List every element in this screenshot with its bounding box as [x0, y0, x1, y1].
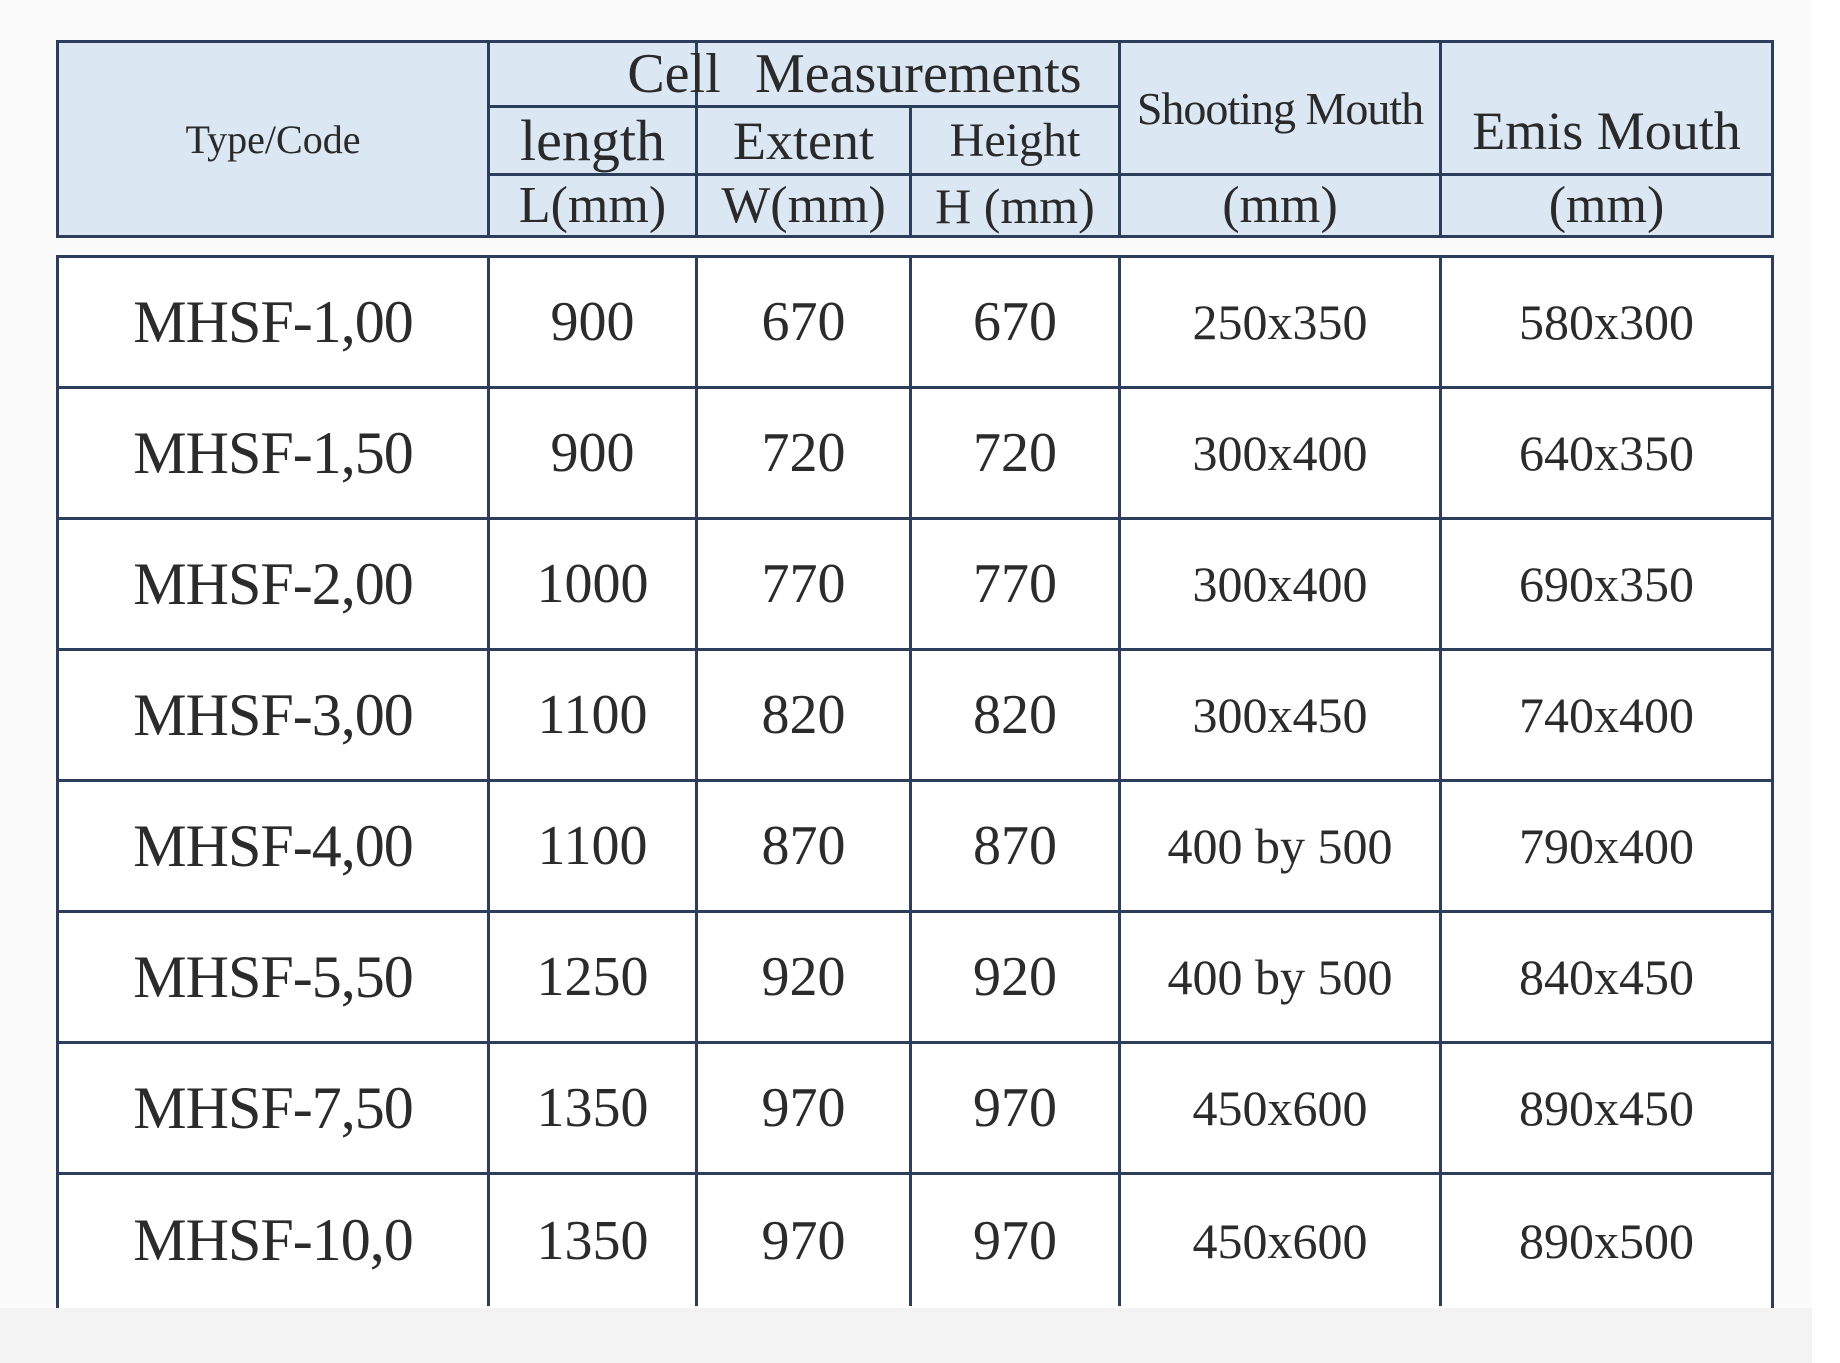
row-length: 1350 [490, 1044, 698, 1172]
row-extent: 970 [698, 1175, 912, 1306]
table-body: MHSF-1,00 900 670 670 250x350 580x300 MH… [56, 255, 1774, 1308]
row-code: MHSF-1,50 [59, 389, 490, 517]
row-emis-mouth: 640x350 [1519, 425, 1694, 481]
table-row: MHSF-4,00 1100 870 870 400 by 500 790x40… [59, 782, 1771, 913]
row-emis-mouth: 890x450 [1519, 1080, 1694, 1136]
header-measurements-label: Measurements [755, 43, 1082, 105]
row-height: 720 [912, 389, 1121, 517]
table-row: MHSF-1,00 900 670 670 250x350 580x300 [59, 258, 1771, 389]
row-emis-mouth: 790x400 [1519, 818, 1694, 874]
header-divider [490, 173, 1771, 176]
row-emis-mouth: 890x500 [1519, 1212, 1694, 1269]
row-height: 920 [912, 913, 1121, 1041]
header-length-unit: L(mm) [518, 177, 667, 234]
row-shooting-mouth: 250x350 [1121, 258, 1442, 386]
row-extent: 770 [698, 520, 912, 648]
table-row: MHSF-7,50 1350 970 970 450x600 890x450 [59, 1044, 1771, 1175]
row-emis-mouth: 740x400 [1519, 687, 1694, 743]
row-length: 900 [490, 258, 698, 386]
header-divider [909, 105, 912, 235]
row-extent: 820 [698, 651, 912, 779]
row-code: MHSF-3,00 [59, 651, 490, 779]
table-row: MHSF-2,00 1000 770 770 300x400 690x350 [59, 520, 1771, 651]
header-height-unit: H (mm) [935, 177, 1095, 234]
row-extent: 720 [698, 389, 912, 517]
row-height: 670 [912, 258, 1121, 386]
header-shooting-unit: (mm) [1222, 177, 1338, 234]
row-length: 1350 [490, 1175, 698, 1306]
header-divider [1439, 43, 1442, 235]
row-shooting-mouth: 300x400 [1121, 389, 1442, 517]
header-divider [487, 43, 490, 235]
row-length: 1100 [490, 782, 698, 910]
row-code: MHSF-4,00 [59, 782, 490, 910]
row-length: 1250 [490, 913, 698, 1041]
right-margin [1812, 0, 1840, 1363]
row-height: 970 [912, 1044, 1121, 1172]
header-type-code: Type/Code [185, 116, 361, 162]
header-divider [695, 43, 698, 235]
header-shooting-mouth: Shooting Mouth [1136, 82, 1424, 134]
row-shooting-mouth: 450x600 [1121, 1175, 1442, 1306]
row-height: 770 [912, 520, 1121, 648]
row-code: MHSF-10,0 [59, 1175, 490, 1306]
row-shooting-mouth: 400 by 500 [1121, 913, 1442, 1041]
header-cell-label: Cell [627, 43, 721, 105]
row-shooting-mouth: 300x450 [1121, 651, 1442, 779]
row-shooting-mouth: 400 by 500 [1121, 782, 1442, 910]
table-row: MHSF-1,50 900 720 720 300x400 640x350 [59, 389, 1771, 520]
row-height: 820 [912, 651, 1121, 779]
row-extent: 970 [698, 1044, 912, 1172]
row-code: MHSF-2,00 [59, 520, 490, 648]
table-row: MHSF-10,0 1350 970 970 450x600 890x500 [59, 1175, 1771, 1306]
row-shooting-mouth: 300x400 [1121, 520, 1442, 648]
header-divider [1118, 43, 1121, 235]
bottom-margin [0, 1308, 1840, 1363]
row-length: 1100 [490, 651, 698, 779]
row-emis-mouth: 840x450 [1519, 949, 1694, 1005]
header-height: Height [949, 114, 1081, 167]
row-shooting-mouth: 450x600 [1121, 1044, 1442, 1172]
row-emis-mouth: 580x300 [1519, 294, 1694, 350]
header-divider [490, 105, 1118, 108]
row-height: 870 [912, 782, 1121, 910]
row-emis-mouth: 690x350 [1519, 556, 1694, 612]
header-length: length [520, 108, 665, 173]
row-extent: 920 [698, 913, 912, 1041]
header-emis-unit: (mm) [1548, 177, 1665, 234]
row-code: MHSF-5,50 [59, 913, 490, 1041]
header-extent-unit: W(mm) [721, 177, 886, 234]
row-code: MHSF-7,50 [59, 1044, 490, 1172]
header-extent: Extent [733, 110, 874, 171]
row-extent: 870 [698, 782, 912, 910]
table-row: MHSF-3,00 1100 820 820 300x450 740x400 [59, 651, 1771, 782]
row-code: MHSF-1,00 [59, 258, 490, 386]
table-header: Type/Code Cell Measurements length Exten… [56, 40, 1774, 238]
row-height: 970 [912, 1175, 1121, 1306]
row-length: 1000 [490, 520, 698, 648]
row-extent: 670 [698, 258, 912, 386]
header-emis-mouth: Emis Mouth [1472, 100, 1741, 161]
row-length: 900 [490, 389, 698, 517]
table-row: MHSF-5,50 1250 920 920 400 by 500 840x45… [59, 913, 1771, 1044]
